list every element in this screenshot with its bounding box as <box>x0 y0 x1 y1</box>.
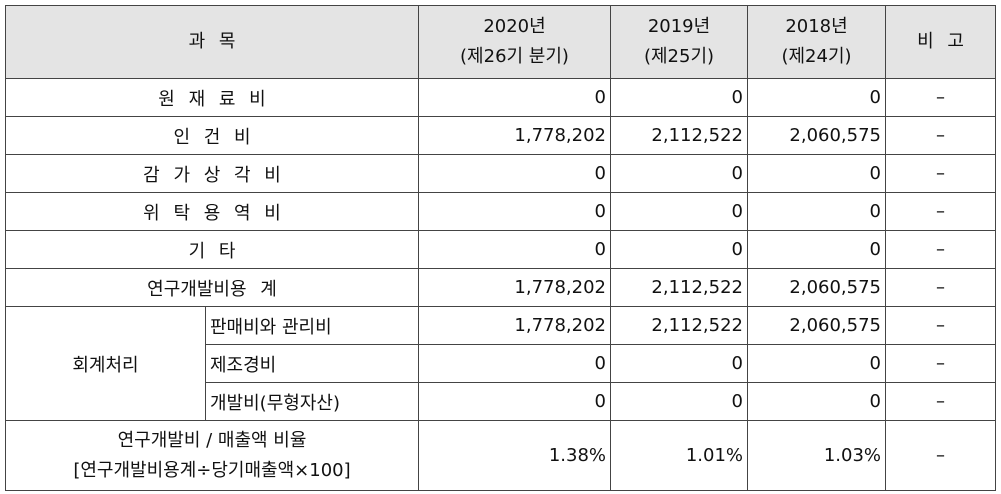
row-label: 위 탁 용 역 비 <box>5 192 419 231</box>
amount: 2,112,522 <box>610 306 748 345</box>
amount: 2,060,575 <box>747 306 886 345</box>
amount: 1.38% <box>418 420 611 491</box>
amount: 0 <box>610 78 748 117</box>
data-row: 인 건 비 1,778,202 2,112,522 2,060,575– <box>5 116 996 155</box>
period-year: 2019년 <box>647 16 711 37</box>
amount: 0 <box>610 154 748 193</box>
amount: 0 <box>747 192 886 231</box>
amount: 0 <box>418 154 611 193</box>
group-label: 회계처리 <box>5 306 206 421</box>
data-row: 연구개발비용 계 1,778,202 2,112,522 2,060,575– <box>5 268 996 307</box>
amount: 0 <box>418 382 611 421</box>
sub-label: 개발비(무형자산) <box>205 382 419 421</box>
note: – <box>885 344 996 383</box>
period-term: (제26기 분기) <box>460 46 569 67</box>
sub-label: 제조경비 <box>205 344 419 383</box>
row-label: 감 가 상 각 비 <box>5 154 419 193</box>
accounting-row: 제조경비 0 0 0– <box>6 344 996 383</box>
amount: 0 <box>747 154 886 193</box>
accounting-row: 회계처리 판매비와 관리비 1,778,202 2,112,522 2,060,575– <box>5 306 996 421</box>
row-label: 원 재 료 비 <box>5 78 419 117</box>
sub-label: 판매비와 관리비 <box>205 306 419 345</box>
period-year: 2020년 <box>483 16 546 37</box>
amount: 2,060,575 <box>747 116 886 155</box>
amount: 0 <box>610 382 748 421</box>
amount: 0 <box>747 344 886 383</box>
ratio-formula: [연구개발비용계÷당기매출액×100] <box>73 459 351 481</box>
header-note: 비 고 <box>885 5 996 79</box>
rnd-table: 과 목 2020년 (제26기 분기) 2019년 (제25기) 2018년 (제24기) 비… <box>5 5 996 491</box>
data-row: 감 가 상 각 비 0 0 0– <box>5 154 996 193</box>
row-label: 인 건 비 <box>5 116 419 155</box>
amount: 1,778,202 <box>418 268 611 307</box>
note: – <box>885 78 996 117</box>
header-period: 2019년 (제25기) <box>610 5 748 79</box>
amount: 0 <box>418 78 611 117</box>
amount: 0 <box>418 230 611 269</box>
header-period: 2020년 (제26기 분기) <box>418 5 611 79</box>
amount: 0 <box>610 344 748 383</box>
header-period: 2018년 (제24기) <box>747 5 886 79</box>
amount: 0 <box>610 230 748 269</box>
amount: 0 <box>610 192 748 231</box>
table-body: 과 목 2020년 (제26기 분기) 2019년 (제25기) 2018년 (제24기) 비… <box>5 5 996 491</box>
row-label: 기 타 <box>5 230 419 269</box>
data-row: 위 탁 용 역 비 0 0 0– <box>5 192 996 231</box>
data-row: 원 재 료 비 0 0 0– <box>5 78 996 117</box>
accounting-row: 개발비(무형자산) 0 0 0– <box>6 382 996 421</box>
amount: 0 <box>747 382 886 421</box>
amount: 1.03% <box>747 420 886 491</box>
note: – <box>885 230 996 269</box>
ratio-row: 연구개발비 / 매출액 비율 [연구개발비용계÷당기매출액×100] 1.38% 1.… <box>5 420 996 491</box>
note: – <box>885 154 996 193</box>
note: – <box>885 420 996 491</box>
header-subject: 과 목 <box>5 5 419 79</box>
ratio-label: 연구개발비 / 매출액 비율 [연구개발비용계÷당기매출액×100] <box>5 420 419 491</box>
data-row: 기 타 0 0 0– <box>5 230 996 269</box>
row-label: 연구개발비용 계 <box>5 268 419 307</box>
period-year: 2018년 <box>785 16 848 37</box>
period-term: (제24기) <box>781 46 852 67</box>
amount: 2,112,522 <box>610 116 748 155</box>
header-row: 과 목 2020년 (제26기 분기) 2019년 (제25기) 2018년 (제24기) 비… <box>5 5 996 79</box>
note: – <box>885 306 996 345</box>
note: – <box>885 192 996 231</box>
note: – <box>885 268 996 307</box>
amount: 0 <box>418 344 611 383</box>
ratio-title: 연구개발비 / 매출액 비율 <box>117 429 307 451</box>
amount: 0 <box>418 192 611 231</box>
amount: 1.01% <box>610 420 748 491</box>
period-term: (제25기) <box>643 46 715 67</box>
amount: 0 <box>747 230 886 269</box>
amount: 0 <box>747 78 886 117</box>
amount: 2,060,575 <box>747 268 886 307</box>
note: – <box>885 382 996 421</box>
amount: 1,778,202 <box>418 306 611 345</box>
note: – <box>885 116 996 155</box>
amount: 2,112,522 <box>610 268 748 307</box>
amount: 1,778,202 <box>418 116 611 155</box>
